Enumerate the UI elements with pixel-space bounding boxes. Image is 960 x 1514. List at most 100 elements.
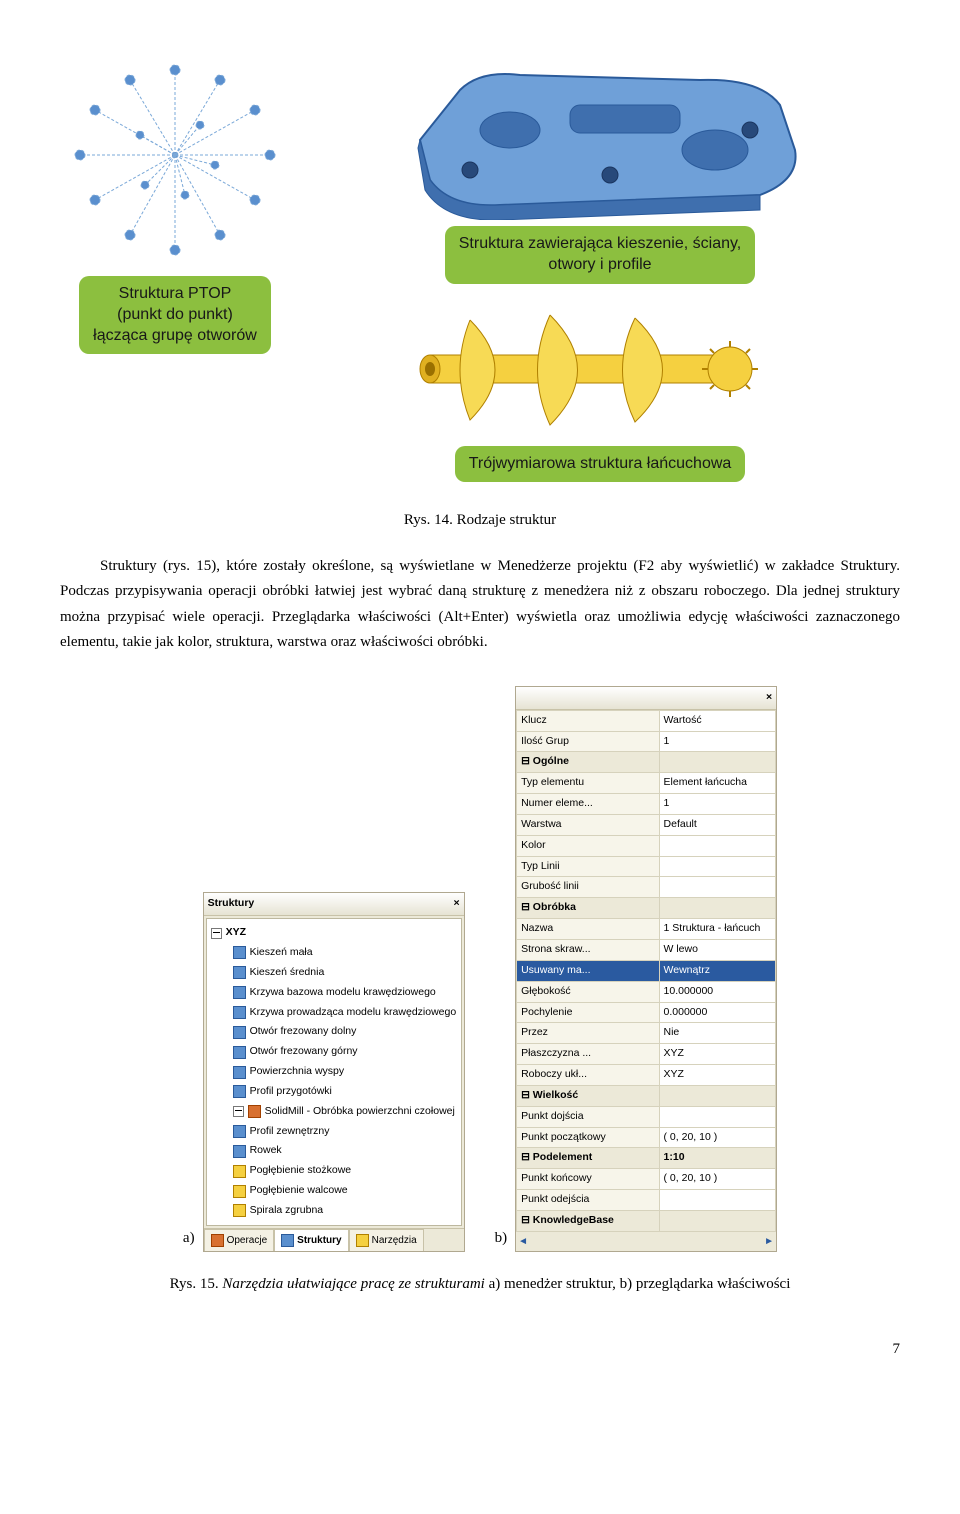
prop-row[interactable]: Typ Linii xyxy=(517,856,776,877)
tree-item-label: Profil przygotówki xyxy=(250,1083,332,1101)
prop-row[interactable]: ⊟ Ogólne xyxy=(517,752,776,773)
prop-row[interactable]: Pochylenie0.000000 xyxy=(517,1002,776,1023)
tab-narzedzia[interactable]: Narzędzia xyxy=(349,1229,424,1251)
prop-row[interactable]: Strona skraw...W lewo xyxy=(517,940,776,961)
prop-key: Płaszczyzna ... xyxy=(517,1044,659,1065)
page-number: 7 xyxy=(60,1337,900,1363)
fig15-prefix: Rys. 15. xyxy=(170,1276,223,1292)
prop-value[interactable] xyxy=(659,1085,776,1106)
prop-value[interactable] xyxy=(659,856,776,877)
tree-item-label: Powierzchnia wyspy xyxy=(250,1063,345,1081)
tree-item-label: Kieszeń średnia xyxy=(250,964,325,982)
panel-b-wrap: b) × Klucz Wartość Ilość Grup1⊟ Ogólne T… xyxy=(495,686,778,1252)
structure-icon xyxy=(233,1066,246,1079)
tab-struktury[interactable]: Struktury xyxy=(274,1229,348,1251)
tree-root[interactable]: XYZ xyxy=(211,923,459,943)
prop-value[interactable]: XYZ xyxy=(659,1044,776,1065)
prop-value[interactable]: Default xyxy=(659,814,776,835)
prop-value[interactable] xyxy=(659,1210,776,1231)
yellow-auger-diagram xyxy=(390,290,810,440)
prop-value[interactable] xyxy=(659,877,776,898)
prop-value[interactable] xyxy=(659,1106,776,1127)
prop-row[interactable]: ⊟ Podelement1:10 xyxy=(517,1148,776,1169)
tree-item[interactable]: Spirala zgrubna xyxy=(211,1201,459,1221)
prop-value[interactable]: ( 0, 20, 10 ) xyxy=(659,1127,776,1148)
prop-value[interactable]: Wewnątrz xyxy=(659,960,776,981)
prop-value[interactable]: 1 xyxy=(659,731,776,752)
tab-label: Operacje xyxy=(227,1232,268,1249)
prop-row[interactable]: PrzezNie xyxy=(517,1023,776,1044)
callout-pockets-l2: otwory i profile xyxy=(459,255,742,276)
fig15-caption: Rys. 15. Narzędzia ułatwiające pracę ze … xyxy=(60,1272,900,1298)
scroll-bar[interactable]: ◄ ► xyxy=(516,1232,776,1251)
prop-row[interactable]: Ilość Grup1 xyxy=(517,731,776,752)
tree-item[interactable]: Otwór frezowany górny xyxy=(211,1042,459,1062)
n-icon xyxy=(233,1165,246,1178)
prop-value[interactable]: 1 Struktura - łańcuch xyxy=(659,919,776,940)
callout-chain: Trójwymiarowa struktura łańcuchowa xyxy=(455,446,746,483)
tree-item-label: Otwór frezowany dolny xyxy=(250,1023,357,1041)
prop-row[interactable]: ⊟ Wielkość xyxy=(517,1085,776,1106)
prop-key: ⊟ Ogólne xyxy=(517,752,659,773)
prop-row[interactable]: Głębokość10.000000 xyxy=(517,981,776,1002)
prop-row[interactable]: Punkt początkowy( 0, 20, 10 ) xyxy=(517,1127,776,1148)
props-header-val: Wartość xyxy=(659,710,776,731)
tool-icon xyxy=(248,1105,261,1118)
callout-ptop-l1: Struktura PTOP xyxy=(93,284,257,305)
prop-value[interactable]: 1 xyxy=(659,794,776,815)
prop-value[interactable]: Element łańcucha xyxy=(659,773,776,794)
tree-item[interactable]: Krzywa prowadząca modelu krawędziowego xyxy=(211,1003,459,1023)
prop-row[interactable]: Płaszczyzna ...XYZ xyxy=(517,1044,776,1065)
scroll-right-icon[interactable]: ► xyxy=(764,1233,774,1250)
prop-value[interactable]: Nie xyxy=(659,1023,776,1044)
tree-item[interactable]: Otwór frezowany dolny xyxy=(211,1022,459,1042)
prop-row[interactable]: Nazwa1 Struktura - łańcuch xyxy=(517,919,776,940)
tree-item-label: Spirala zgrubna xyxy=(250,1202,324,1220)
tree-root-label: XYZ xyxy=(226,924,246,942)
tree-item-solidmill[interactable]: SolidMill - Obróbka powierzchni czołowej xyxy=(211,1102,459,1122)
tab-label: Struktury xyxy=(297,1232,341,1249)
scroll-left-icon[interactable]: ◄ xyxy=(518,1233,528,1250)
tab-operacje[interactable]: Operacje xyxy=(204,1229,275,1251)
prop-row[interactable]: Punkt odejścia xyxy=(517,1190,776,1211)
prop-value[interactable]: XYZ xyxy=(659,1065,776,1086)
tree-item[interactable]: Profil przygotówki xyxy=(211,1082,459,1102)
tree-item[interactable]: Krzywa bazowa modelu krawędziowego xyxy=(211,983,459,1003)
collapse-icon[interactable] xyxy=(233,1106,244,1117)
prop-value[interactable]: 0.000000 xyxy=(659,1002,776,1023)
tree-item[interactable]: Rowek xyxy=(211,1141,459,1161)
prop-row[interactable]: ⊟ KnowledgeBase xyxy=(517,1210,776,1231)
prop-value[interactable]: 1:10 xyxy=(659,1148,776,1169)
prop-value[interactable] xyxy=(659,898,776,919)
prop-value[interactable] xyxy=(659,752,776,773)
prop-value[interactable]: ( 0, 20, 10 ) xyxy=(659,1169,776,1190)
collapse-icon[interactable] xyxy=(211,928,222,939)
prop-key: Strona skraw... xyxy=(517,940,659,961)
tree-item[interactable]: Kieszeń mała xyxy=(211,943,459,963)
tree-item-label: Kieszeń mała xyxy=(250,944,313,962)
prop-key: Pochylenie xyxy=(517,1002,659,1023)
structure-icon xyxy=(233,966,246,979)
prop-key: Ilość Grup xyxy=(517,731,659,752)
prop-row[interactable]: ⊟ Obróbka xyxy=(517,898,776,919)
prop-value[interactable] xyxy=(659,835,776,856)
close-icon[interactable]: × xyxy=(766,689,772,707)
prop-row[interactable]: WarstwaDefault xyxy=(517,814,776,835)
tree-item[interactable]: Pogłębienie stożkowe xyxy=(211,1161,459,1181)
prop-row[interactable]: Kolor xyxy=(517,835,776,856)
tree-item[interactable]: Profil zewnętrzny xyxy=(211,1122,459,1142)
prop-value[interactable]: 10.000000 xyxy=(659,981,776,1002)
prop-row[interactable]: Grubość linii xyxy=(517,877,776,898)
prop-row[interactable]: Numer eleme...1 xyxy=(517,794,776,815)
prop-row[interactable]: Punkt końcowy( 0, 20, 10 ) xyxy=(517,1169,776,1190)
close-icon[interactable]: × xyxy=(453,895,459,913)
prop-value[interactable] xyxy=(659,1190,776,1211)
tree-item[interactable]: Powierzchnia wyspy xyxy=(211,1062,459,1082)
prop-row[interactable]: Typ elementuElement łańcucha xyxy=(517,773,776,794)
prop-row[interactable]: Usuwany ma...Wewnątrz xyxy=(517,960,776,981)
tree-item[interactable]: Kieszeń średnia xyxy=(211,963,459,983)
prop-row[interactable]: Roboczy ukł...XYZ xyxy=(517,1065,776,1086)
tree-item[interactable]: Pogłębienie walcowe xyxy=(211,1181,459,1201)
prop-value[interactable]: W lewo xyxy=(659,940,776,961)
prop-row[interactable]: Punkt dojścia xyxy=(517,1106,776,1127)
